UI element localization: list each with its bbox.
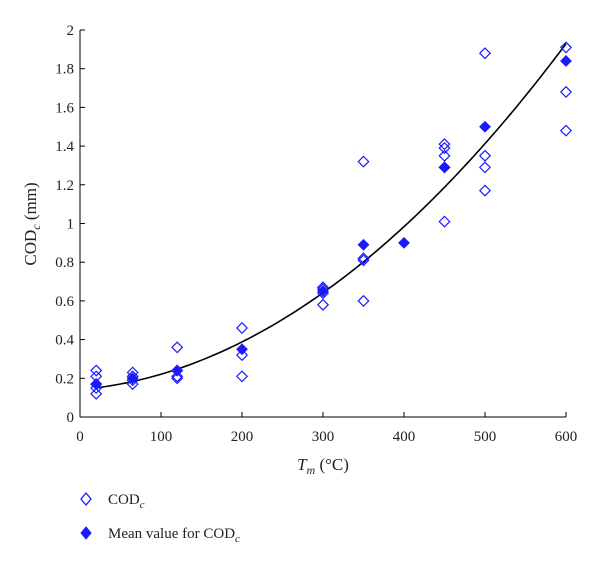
cod-point [171,370,184,383]
trend-curve-layer [96,43,567,389]
mean-point [560,55,572,67]
legend-filled-diamond-icon [80,526,92,540]
cod-point [90,364,103,377]
trend-curve [96,43,567,389]
mean-point [357,238,370,251]
mean-point [438,161,451,174]
legend-label-mean-sub: c [235,533,240,545]
mean-point [398,236,410,249]
points-layer [90,41,573,400]
legend-label-mean: Mean value for CODc [108,526,240,545]
y-axis-title-unit: (mm) [21,182,40,224]
mean-point [479,120,491,133]
cod-point [559,85,573,98]
x-tick-label: 400 [393,429,416,445]
x-tick-label: 0 [76,429,84,445]
y-tick-label: 1.8 [55,62,74,78]
y-tick-label: 0.8 [55,255,74,271]
y-tick-label: 0.4 [55,333,74,349]
y-tick-label: 1.2 [55,178,74,194]
cod-point [171,372,184,385]
cod-point [478,47,492,60]
y-tick-label: 2 [67,23,75,39]
y-axis-title-sub: c [29,224,43,230]
mean-point [236,343,248,356]
cod-point [316,298,330,311]
x-axis-title-unit: (°C) [315,455,349,474]
cod-point [235,349,249,362]
mean-point [90,378,103,391]
cod-point [438,215,451,228]
legend-label-cod-main: COD [108,492,140,508]
cod-point [126,378,139,391]
cod-point [559,124,573,137]
cod-point [559,41,573,54]
legend: CODc Mean value for CODc [80,491,240,545]
y-tick-label: 0 [67,410,75,426]
x-tick-label: 600 [555,429,578,445]
x-ticks: 0 100 200 300 400 500 600 [76,412,577,445]
y-tick-label: 1 [67,217,75,233]
y-tick-label: 0.2 [55,371,74,387]
x-tick-label: 300 [312,429,335,445]
cod-point [357,254,370,267]
legend-label-mean-main: Mean value for COD [108,526,235,542]
x-axis-title-sub: m [307,463,316,477]
legend-label-cod-sub: c [140,499,145,511]
x-axis-title: Tm (°C) [297,455,349,477]
cod-point [235,321,249,335]
mean-point [317,285,329,298]
legend-open-diamond-icon [80,491,92,507]
cod-point [357,252,370,265]
x-tick-label: 500 [474,429,497,445]
cod-point [438,149,451,162]
cod-point [438,141,451,155]
y-axis-title: CODc (mm) [21,182,43,265]
cod-point [478,149,492,162]
y-tick-label: 1.4 [55,139,74,155]
cod-point [357,155,370,168]
mean-point [171,364,184,377]
x-tick-label: 200 [231,429,254,445]
cod-point [478,161,492,174]
cod-point [357,294,370,307]
mean-point [126,372,139,385]
cod-point [90,387,103,400]
cod-point [235,370,249,383]
legend-item-mean: Mean value for CODc [80,526,240,545]
cod-point [171,341,184,354]
y-ticks: 0 0.2 0.4 0.6 0.8 1 1.2 1.4 1.6 1.8 2 [55,23,85,426]
y-tick-label: 0.6 [55,294,74,310]
x-axis-title-main: T [297,455,308,474]
axes [79,30,566,418]
legend-label-cod: CODc [108,492,145,511]
legend-item-cod: CODc [80,491,145,511]
x-tick-label: 100 [150,429,173,445]
y-axis-title-main: COD [21,230,40,266]
cod-point [438,138,451,151]
cod-point [478,184,492,197]
y-tick-label: 1.6 [55,100,74,116]
